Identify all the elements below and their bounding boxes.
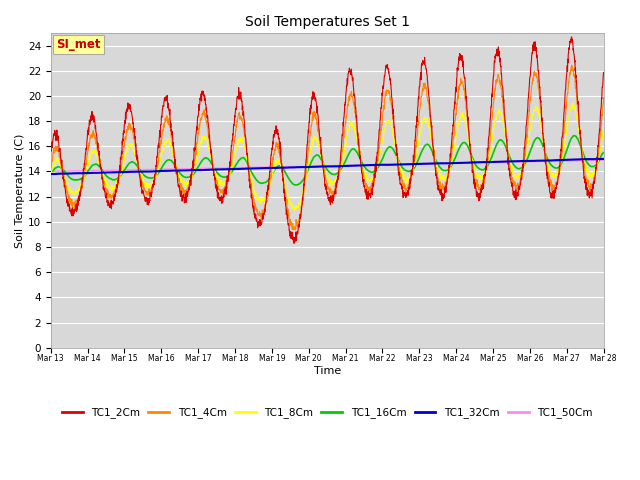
TC1_4Cm [344, 105, 351, 110]
Line: TC1_8Cm: TC1_8Cm [51, 103, 604, 210]
TC1_8Cm [344, 133, 351, 139]
TC1_50Cm [566, 158, 574, 164]
TC1_16Cm [201, 155, 209, 161]
TC1_2Cm [201, 97, 209, 103]
TC1_32Cm [355, 163, 363, 168]
TC1_8Cm [355, 151, 363, 157]
TC1_2Cm [551, 189, 559, 195]
TC1_16Cm [355, 154, 363, 160]
TC1_50Cm [551, 158, 559, 164]
Legend: TC1_2Cm, TC1_4Cm, TC1_8Cm, TC1_16Cm, TC1_32Cm, TC1_50Cm: TC1_2Cm, TC1_4Cm, TC1_8Cm, TC1_16Cm, TC1… [58, 403, 596, 423]
TC1_4Cm [47, 166, 54, 172]
TC1_32Cm [600, 156, 607, 162]
Text: SI_met: SI_met [56, 37, 100, 51]
TC1_8Cm [47, 170, 54, 176]
TC1_4Cm [566, 71, 574, 76]
TC1_50Cm [202, 166, 209, 171]
TC1_16Cm [551, 165, 559, 171]
TC1_50Cm [600, 157, 607, 163]
TC1_16Cm [488, 154, 496, 159]
TC1_2Cm [344, 75, 351, 81]
TC1_4Cm [488, 116, 496, 122]
TC1_4Cm [292, 227, 300, 233]
TC1_8Cm [566, 106, 574, 112]
TC1_4Cm [201, 113, 209, 119]
TC1_16Cm [47, 168, 54, 174]
TC1_32Cm [202, 167, 209, 173]
Line: TC1_4Cm: TC1_4Cm [51, 65, 604, 230]
TC1_16Cm [600, 150, 607, 156]
TC1_32Cm [344, 163, 351, 169]
TC1_16Cm [344, 154, 351, 160]
TC1_50Cm [355, 162, 363, 168]
TC1_50Cm [47, 168, 54, 174]
Title: Soil Temperatures Set 1: Soil Temperatures Set 1 [244, 15, 410, 29]
TC1_50Cm [344, 163, 351, 168]
TC1_2Cm [355, 151, 363, 157]
X-axis label: Time: Time [314, 366, 341, 376]
TC1_8Cm [201, 134, 209, 140]
TC1_32Cm [551, 157, 559, 163]
TC1_2Cm [568, 34, 575, 40]
TC1_8Cm [291, 207, 298, 213]
Y-axis label: Soil Temperature (C): Soil Temperature (C) [15, 133, 25, 248]
TC1_2Cm [47, 147, 54, 153]
TC1_2Cm [600, 70, 607, 75]
TC1_16Cm [566, 138, 574, 144]
TC1_4Cm [600, 95, 607, 100]
TC1_8Cm [570, 100, 577, 106]
TC1_16Cm [570, 133, 578, 139]
TC1_32Cm [47, 171, 54, 177]
TC1_32Cm [51, 171, 58, 177]
TC1_2Cm [290, 240, 298, 246]
TC1_16Cm [291, 182, 299, 188]
TC1_2Cm [566, 39, 574, 45]
TC1_8Cm [600, 122, 607, 128]
TC1_32Cm [488, 159, 496, 165]
TC1_4Cm [568, 62, 576, 68]
Line: TC1_16Cm: TC1_16Cm [51, 136, 604, 185]
TC1_50Cm [53, 168, 61, 174]
TC1_4Cm [551, 183, 559, 189]
TC1_8Cm [551, 174, 559, 180]
TC1_50Cm [600, 157, 607, 163]
Line: TC1_32Cm: TC1_32Cm [51, 159, 604, 174]
Line: TC1_50Cm: TC1_50Cm [51, 160, 604, 171]
TC1_8Cm [488, 139, 496, 144]
TC1_32Cm [599, 156, 607, 162]
TC1_2Cm [488, 94, 496, 100]
Line: TC1_2Cm: TC1_2Cm [51, 37, 604, 243]
TC1_50Cm [488, 159, 496, 165]
TC1_32Cm [566, 157, 574, 163]
TC1_4Cm [355, 148, 363, 154]
